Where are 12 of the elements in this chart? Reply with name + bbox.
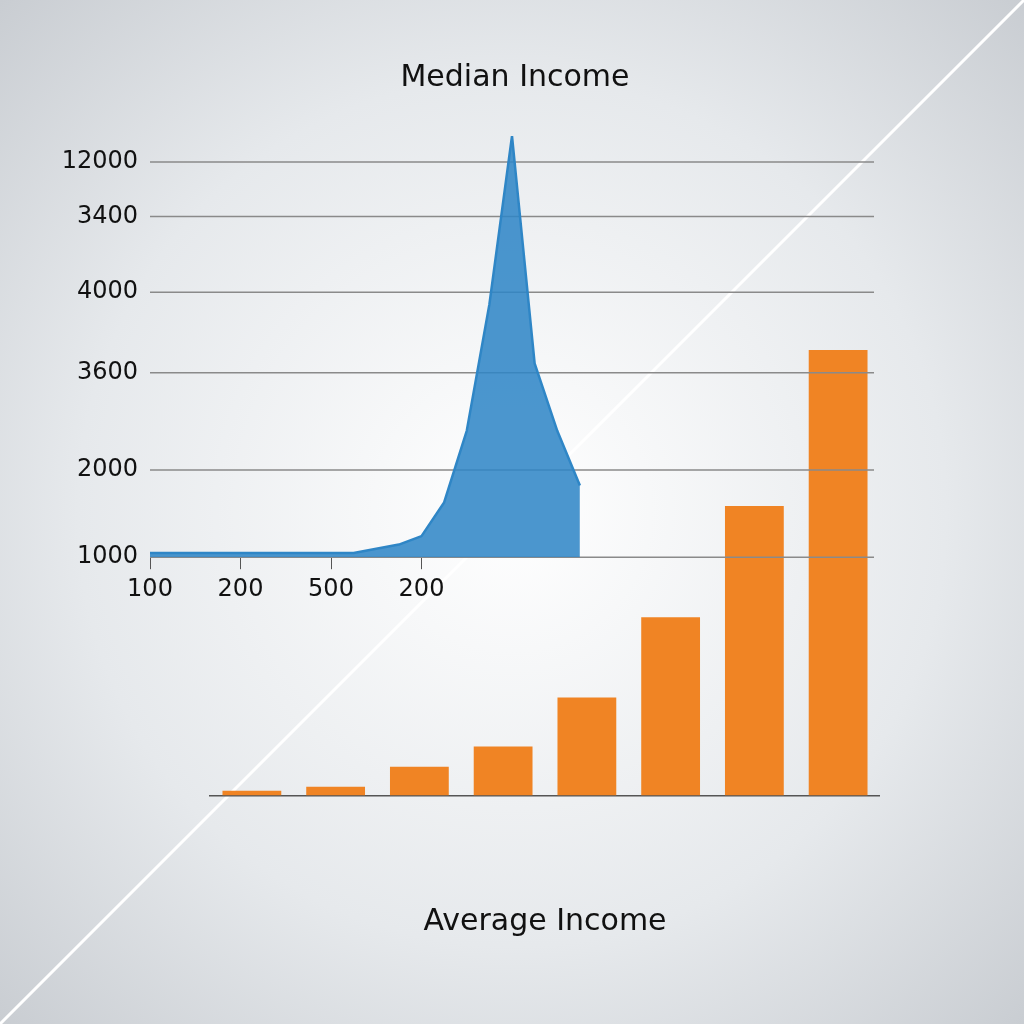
text: 12000 xyxy=(61,146,138,175)
x-tick-label: 200 xyxy=(217,573,264,602)
text: Average Income xyxy=(423,901,667,937)
text: 3400 xyxy=(76,200,138,229)
text: 2000 xyxy=(76,454,138,483)
text: 1000 xyxy=(76,541,138,570)
x-tick-label: 500 xyxy=(308,573,354,602)
x-tick-label: 100 xyxy=(127,573,173,602)
chart-title: Median Income xyxy=(400,57,630,93)
text: 3600 xyxy=(76,356,138,385)
x-tick-label: 200 xyxy=(398,573,445,602)
text: 4000 xyxy=(76,276,138,305)
